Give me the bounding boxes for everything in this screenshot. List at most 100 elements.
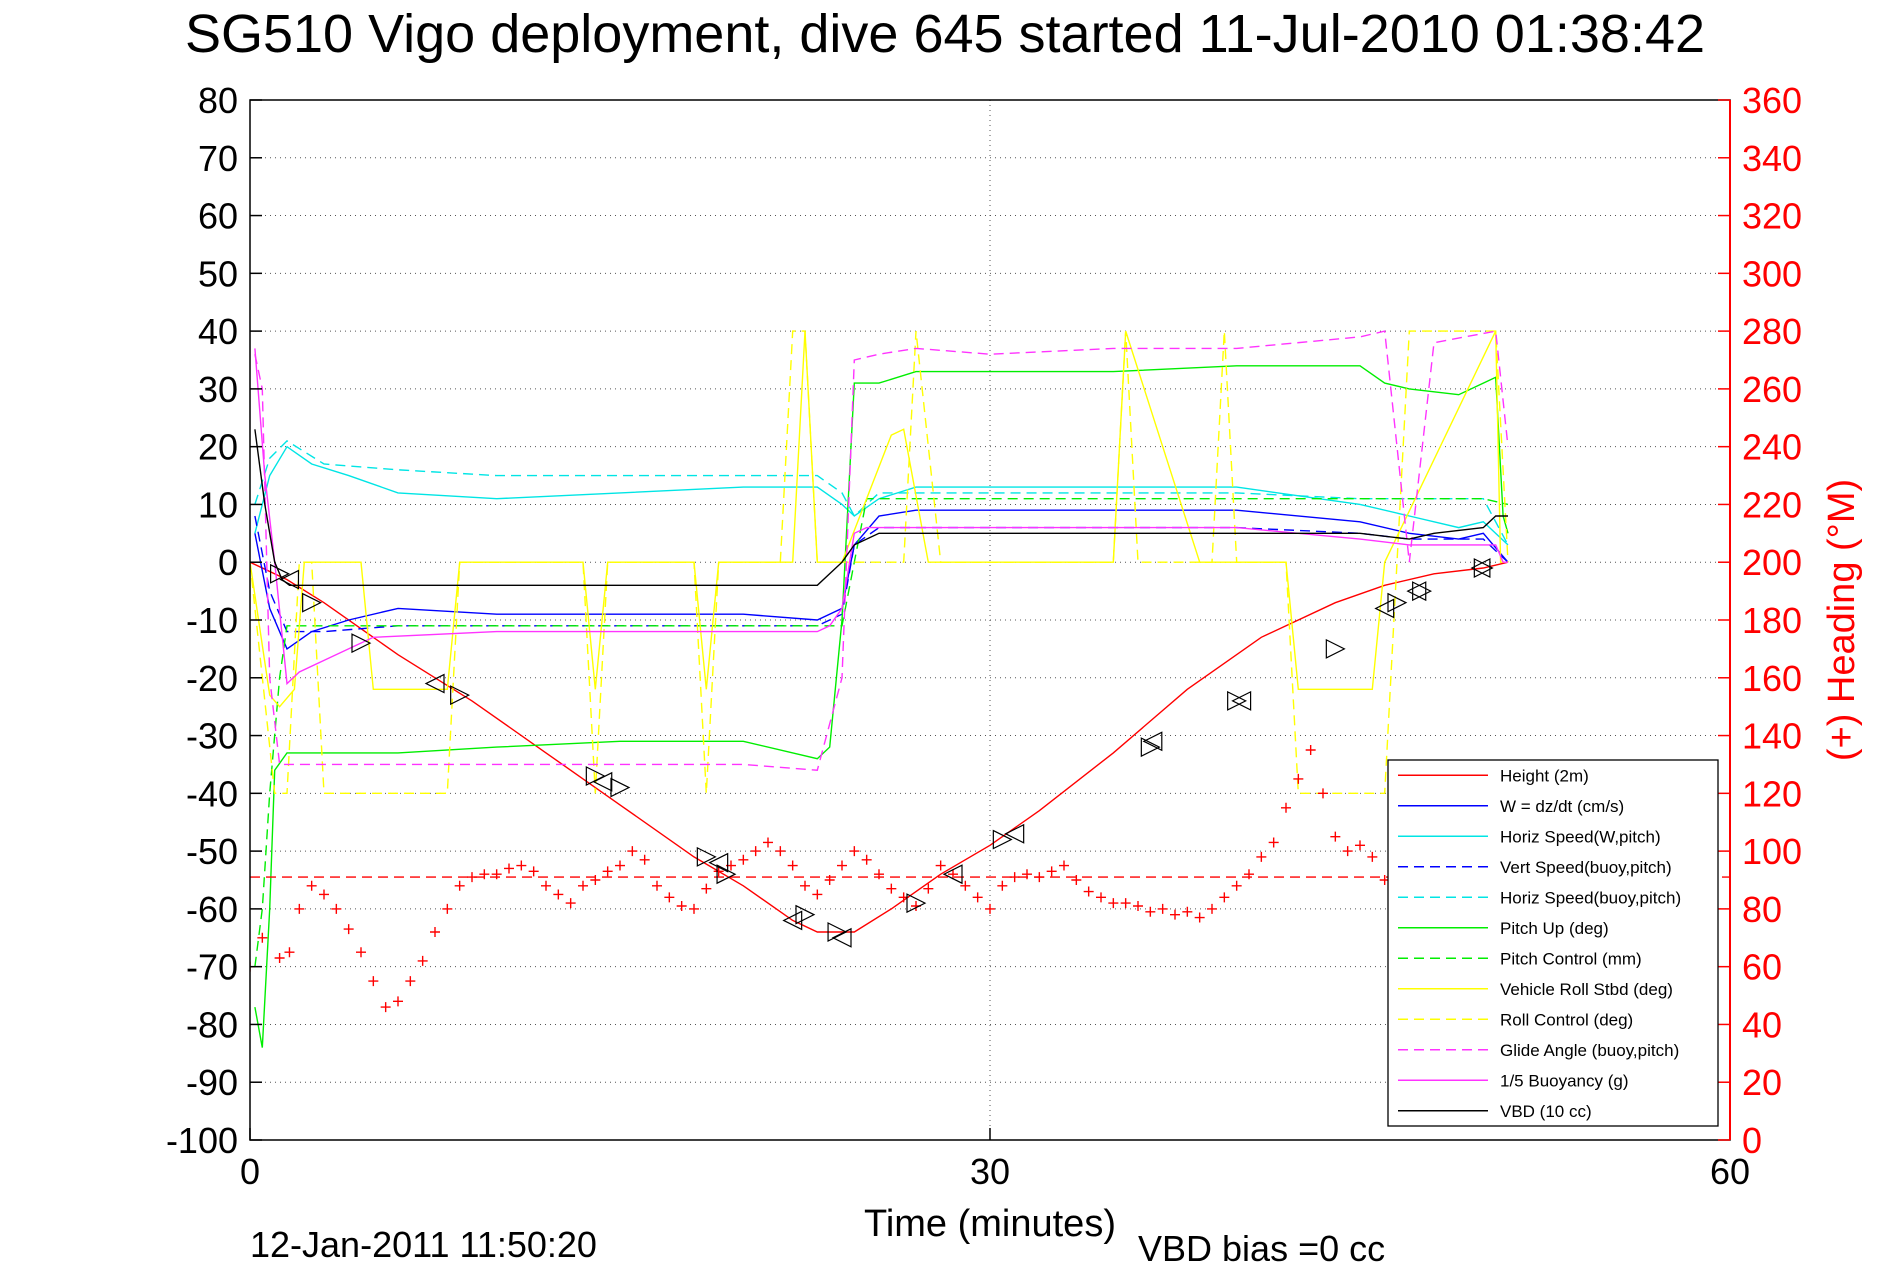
y2-tick-label: 80 bbox=[1742, 889, 1782, 930]
heading-point bbox=[479, 869, 490, 880]
series-line-6 bbox=[254, 498, 1509, 967]
heading-point bbox=[652, 880, 662, 891]
y2-tick-label: 40 bbox=[1742, 1004, 1782, 1045]
legend-label-0: Height (2m) bbox=[1500, 766, 1589, 785]
heading-point bbox=[442, 903, 453, 914]
heading-point bbox=[713, 866, 724, 877]
heading-point bbox=[1133, 901, 1143, 911]
heading-point bbox=[1219, 892, 1230, 903]
heading-point bbox=[1355, 840, 1365, 851]
heading-point bbox=[417, 955, 428, 966]
heading-point bbox=[516, 860, 527, 871]
heading-point bbox=[454, 880, 465, 891]
x-tick-label: 0 bbox=[240, 1151, 260, 1192]
legend-label-4: Horiz Speed(buoy,pitch) bbox=[1500, 888, 1681, 907]
y-tick-label: -30 bbox=[186, 716, 238, 757]
y-tick-label: 40 bbox=[198, 311, 238, 352]
y-tick-label: -10 bbox=[186, 600, 238, 641]
y-tick-label: 70 bbox=[198, 138, 238, 179]
heading-point bbox=[565, 898, 576, 909]
heading-point bbox=[787, 860, 798, 871]
heading-point bbox=[837, 860, 847, 871]
legend-label-10: 1/5 Buoyancy (g) bbox=[1500, 1071, 1629, 1090]
series-line-0 bbox=[250, 561, 1509, 933]
heading-point bbox=[948, 869, 958, 880]
y-tick-label: 10 bbox=[198, 484, 238, 525]
marker-triangle-right bbox=[716, 864, 737, 885]
heading-point bbox=[602, 866, 613, 877]
heading-point bbox=[1194, 912, 1205, 923]
heading-point bbox=[763, 837, 773, 848]
y2-tick-label: 0 bbox=[1742, 1120, 1762, 1161]
heading-point bbox=[738, 854, 749, 865]
marker-triangle-right bbox=[696, 846, 717, 867]
heading-point bbox=[615, 860, 625, 871]
series-line-8 bbox=[250, 330, 1509, 794]
marker-triangle-right bbox=[906, 893, 927, 914]
heading-point bbox=[1182, 906, 1193, 917]
heading-point bbox=[1096, 892, 1106, 903]
heading-point bbox=[284, 947, 295, 958]
y2-axis-label: (+) Heading (°M) bbox=[1821, 479, 1863, 761]
y-tick-label: -20 bbox=[186, 658, 238, 699]
heading-point bbox=[331, 903, 342, 914]
y-tick-label: -50 bbox=[186, 831, 238, 872]
marker-triangle-left bbox=[424, 673, 445, 694]
series-line-10 bbox=[254, 348, 1508, 686]
heading-point bbox=[1170, 909, 1180, 920]
y2-tick-label: 220 bbox=[1742, 484, 1802, 525]
legend-label-2: Horiz Speed(W,pitch) bbox=[1500, 827, 1661, 846]
y-tick-label: 80 bbox=[198, 80, 238, 121]
heading-point bbox=[356, 947, 366, 958]
marker-triangle-right bbox=[1227, 690, 1248, 711]
legend-label-5: Pitch Up (deg) bbox=[1500, 919, 1609, 938]
heading-point bbox=[1367, 851, 1378, 862]
y2-tick-label: 340 bbox=[1742, 138, 1802, 179]
y2-tick-label: 300 bbox=[1742, 253, 1802, 294]
legend-label-7: Vehicle Roll Stbd (deg) bbox=[1500, 980, 1673, 999]
heading-point bbox=[701, 883, 712, 894]
heading-point bbox=[1256, 851, 1267, 862]
y-tick-label: -100 bbox=[166, 1120, 238, 1161]
heading-point bbox=[923, 883, 934, 894]
legend: Height (2m) W = dz/dt (cm/s) Horiz Speed(W… bbox=[1387, 759, 1719, 1127]
heading-point bbox=[627, 846, 638, 857]
heading-point bbox=[874, 869, 884, 880]
heading-point bbox=[380, 1002, 391, 1013]
heading-point bbox=[1083, 886, 1094, 897]
heading-point bbox=[861, 854, 872, 865]
y-tick-label: -90 bbox=[186, 1062, 238, 1103]
marker-triangle-right bbox=[270, 563, 290, 584]
heading-point bbox=[812, 889, 823, 900]
heading-point bbox=[985, 903, 995, 914]
heading-point bbox=[553, 889, 564, 900]
heading-point bbox=[639, 854, 650, 865]
x-tick-label: 30 bbox=[970, 1151, 1010, 1192]
y2-tick-label: 260 bbox=[1742, 369, 1802, 410]
heading-point bbox=[1108, 898, 1119, 909]
marker-triangle-left bbox=[592, 771, 613, 792]
marker-triangle-left bbox=[1004, 823, 1025, 844]
marker-triangle-left bbox=[279, 569, 300, 590]
marker-triangle-right bbox=[1325, 638, 1346, 659]
chart-title: SG510 Vigo deployment, dive 645 started … bbox=[185, 4, 1705, 64]
heading-point bbox=[1231, 880, 1242, 891]
heading-point bbox=[294, 903, 305, 914]
y2-tick-label: 100 bbox=[1742, 831, 1802, 872]
heading-point bbox=[1009, 872, 1020, 883]
y2-tick-label: 240 bbox=[1742, 427, 1802, 468]
y-tick-label: -40 bbox=[186, 773, 238, 814]
heading-point bbox=[800, 880, 810, 891]
heading-point bbox=[1145, 906, 1156, 917]
heading-point bbox=[405, 976, 416, 987]
y2-tick-label: 160 bbox=[1742, 658, 1802, 699]
marker-triangle-left bbox=[1142, 731, 1163, 752]
heading-point bbox=[467, 872, 477, 883]
heading-point bbox=[343, 924, 354, 935]
heading-point bbox=[689, 903, 699, 914]
heading-point bbox=[1157, 903, 1168, 914]
plot-series bbox=[250, 330, 1730, 1048]
y-tick-label: -70 bbox=[186, 947, 238, 988]
heading-point bbox=[676, 901, 687, 911]
